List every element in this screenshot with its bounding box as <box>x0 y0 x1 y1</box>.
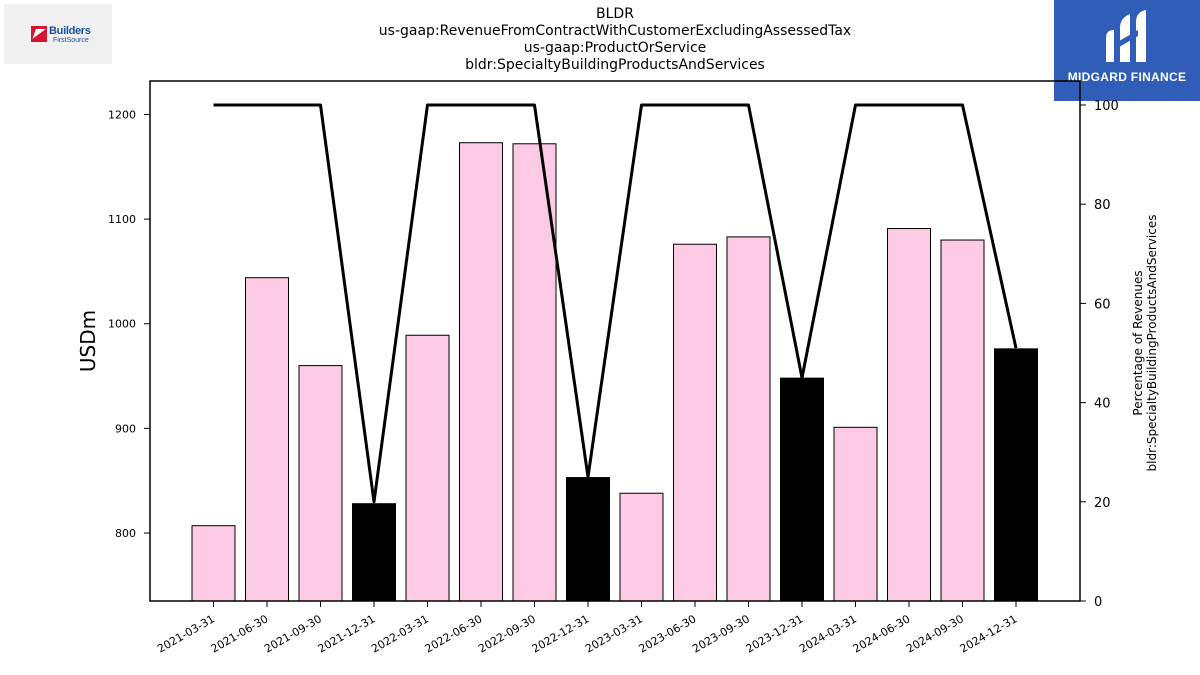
x-tick-label-2023-06-30: 2023-06-30 <box>637 612 699 655</box>
logo-left-line-1: Builders <box>49 25 91 37</box>
x-tick-label-2022-09-30: 2022-09-30 <box>476 612 538 655</box>
left-tick-label-900: 900 <box>115 422 136 435</box>
x-tick-label-2022-12-31: 2022-12-31 <box>530 612 592 655</box>
x-tick-label-2024-09-30: 2024-09-30 <box>904 612 966 655</box>
x-tick-label-2021-09-30: 2021-09-30 <box>262 612 324 655</box>
title-line-1: BLDR <box>596 6 634 22</box>
right-tick-label-20: 20 <box>1094 496 1111 511</box>
bar-2023-09-30 <box>726 236 771 602</box>
x-axis: 2021-03-312021-06-302021-09-302021-12-31… <box>155 601 1020 656</box>
percentage-line-series <box>213 103 1018 504</box>
y-axis-label: USDm <box>76 309 100 373</box>
x-tick-label-2024-12-31: 2024-12-31 <box>958 612 1020 655</box>
bar-2023-06-30 <box>673 243 717 602</box>
x-tick-label-2021-06-30: 2021-06-30 <box>209 612 271 655</box>
x-tick-label-2023-09-30: 2023-09-30 <box>690 612 752 655</box>
bar-2024-09-30 <box>940 239 985 602</box>
x-tick-label-2024-06-30: 2024-06-30 <box>851 612 913 655</box>
right-tick-label-40: 40 <box>1094 397 1111 412</box>
x-tick-label-2022-03-31: 2022-03-31 <box>369 612 431 655</box>
midgard-finance-logo: MIDGARD FINANCE <box>1054 0 1200 101</box>
bar-series <box>191 142 1038 602</box>
bar-2022-09-30 <box>512 143 557 602</box>
right-tick-label-80: 80 <box>1094 198 1111 213</box>
left-tick-label-1200: 1200 <box>108 108 136 121</box>
left-tick-label-800: 800 <box>115 527 136 540</box>
bar-2024-12-31 <box>994 348 1038 602</box>
left-y-axis: 800 900 1000 1100 1200 <box>108 108 150 540</box>
bar-2022-12-31 <box>566 477 610 602</box>
right-tick-label-60: 60 <box>1094 297 1111 312</box>
bar-2021-12-31 <box>352 503 396 602</box>
title-line-2: us-gaap:RevenueFromContractWithCustomerE… <box>378 23 852 39</box>
y2-axis-label-line-1: Percentage of Revenues <box>1131 270 1145 416</box>
midgard-logo-label: MIDGARD FINANCE <box>1067 70 1187 84</box>
x-tick-label-2023-03-31: 2023-03-31 <box>583 612 645 655</box>
builders-logo-mark-icon <box>31 26 47 42</box>
midgard-emblem-icon <box>1106 10 1146 62</box>
right-tick-label-100: 100 <box>1094 99 1119 114</box>
logo-left-line-2: FirstSource <box>53 37 89 44</box>
right-y-axis: 0 20 40 60 80 100 <box>1080 99 1119 610</box>
title-line-4: bldr:SpecialtyBuildingProductsAndService… <box>465 57 765 73</box>
plot-frame <box>149 80 1081 602</box>
bar-2021-06-30 <box>245 277 289 602</box>
percentage-line <box>213 103 1018 504</box>
x-tick-label-2021-12-31: 2021-12-31 <box>316 612 378 655</box>
builders-firstsource-logo: Builders FirstSource <box>4 4 112 64</box>
bar-2021-03-31 <box>191 525 236 602</box>
x-tick-label-2022-06-30: 2022-06-30 <box>423 612 485 655</box>
left-tick-label-1100: 1100 <box>108 213 136 226</box>
y2-axis-label: Percentage of Revenues bldr:SpecialtyBui… <box>1131 215 1159 472</box>
bar-2022-06-30 <box>459 142 503 602</box>
x-tick-label-2024-03-31: 2024-03-31 <box>797 612 859 655</box>
bar-2023-12-31 <box>780 377 824 602</box>
left-tick-label-1000: 1000 <box>108 318 136 331</box>
bar-2021-09-30 <box>298 365 343 602</box>
bar-2024-06-30 <box>887 228 931 602</box>
bar-2022-03-31 <box>405 334 450 602</box>
y2-axis-label-line-2: bldr:SpecialtyBuildingProductsAndService… <box>1145 214 1159 472</box>
x-tick-label-2021-03-31: 2021-03-31 <box>155 612 217 655</box>
bar-2024-03-31 <box>833 426 878 602</box>
chart-title: BLDR us-gaap:RevenueFromContractWithCust… <box>0 6 1200 74</box>
x-tick-label-2023-12-31: 2023-12-31 <box>744 612 806 655</box>
right-tick-label-0: 0 <box>1094 595 1102 610</box>
bar-2023-03-31 <box>619 492 664 602</box>
title-line-3: us-gaap:ProductOrService <box>523 40 707 56</box>
